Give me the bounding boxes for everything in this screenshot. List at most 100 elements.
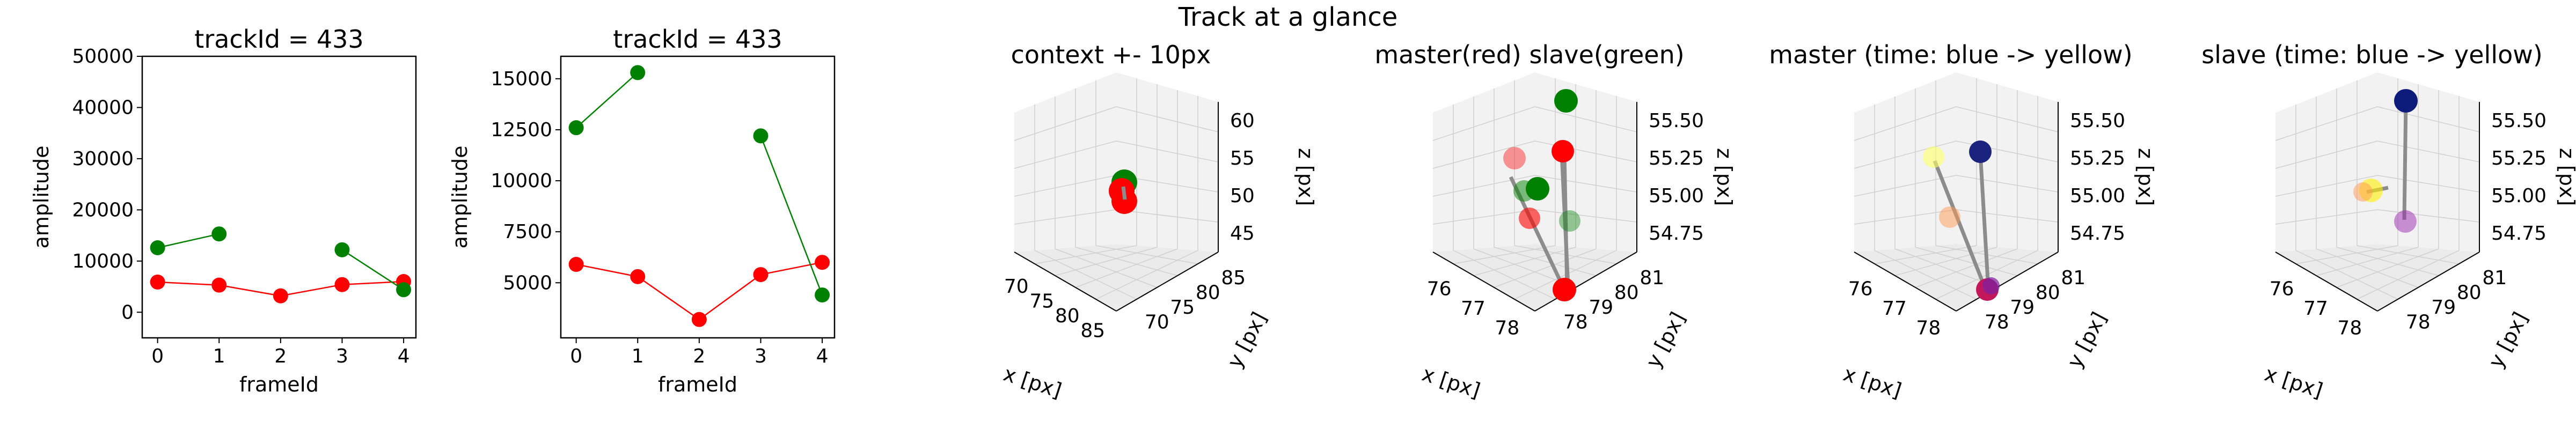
y-tick-label: 78 (1563, 311, 1588, 333)
data-point (211, 226, 227, 242)
grid-line (1014, 175, 1117, 197)
chart-amplitude-full: trackId = 433 0 1 2 3 4 0 10000 20000 30000 40000 5… (30, 25, 417, 396)
grid-line (1075, 248, 1178, 288)
grid-line (2357, 250, 2460, 300)
grid-line (1915, 247, 2018, 276)
grid-line (1534, 140, 1637, 162)
grid-line (1075, 247, 1178, 276)
x-tick-label: 77 (1882, 298, 1907, 320)
data-point (1559, 210, 1580, 232)
y-axis-line (1956, 252, 2059, 312)
chart-amplitude-zoom: trackId = 433 0 1 2 3 4 5000 7500 10000 12500 1500… (448, 25, 836, 396)
series-line (157, 233, 219, 249)
grid-line (1874, 245, 1977, 264)
data-point (150, 240, 165, 255)
x-tick-label: 76 (2270, 278, 2294, 300)
data-point (2394, 89, 2418, 113)
x-tick-label: 76 (1427, 278, 1452, 300)
grid-line (1014, 140, 1117, 169)
x-tick-label: 75 (1029, 290, 1054, 312)
grid-line (1034, 250, 1137, 300)
grid-line (1014, 209, 1117, 225)
grid-line (1095, 245, 1198, 264)
x-tick-label: 78 (1916, 317, 1941, 339)
grid-line (1534, 175, 1637, 193)
z-tick-label: 54.75 (2491, 223, 2546, 245)
y-tick-label: 30000 (72, 148, 134, 170)
grid-line (2377, 175, 2480, 193)
x-tick-label: 1 (213, 345, 225, 367)
connector-line (1121, 186, 1127, 200)
data-point (630, 65, 646, 80)
grid-line (1432, 209, 1535, 225)
x-tick-label: 85 (1080, 320, 1105, 342)
z-tick-label: 45 (1230, 223, 1255, 245)
y-tick-label: 40000 (72, 97, 134, 119)
grid-line (2377, 209, 2480, 223)
grid-line (2316, 247, 2419, 276)
data-point (1554, 89, 1578, 113)
grid-line (1956, 209, 2059, 223)
data-point (396, 282, 412, 298)
connector-line (2402, 101, 2408, 220)
plot-frame (560, 55, 836, 339)
y-tick-label: 80 (2036, 282, 2060, 304)
y-tick-label: 79 (1589, 297, 1613, 319)
z-tick-label: 55.25 (2070, 147, 2125, 169)
grid-line (1055, 248, 1158, 288)
grid-line (2295, 250, 2398, 300)
z-tick-label: 55.00 (1649, 185, 1704, 207)
x-axis-label: x [px] (1419, 362, 1483, 403)
y-tick-label: 81 (1640, 267, 1664, 289)
grid-line (1956, 175, 2059, 193)
connector-line (1933, 160, 1988, 291)
x-axis-label: frameId (658, 373, 737, 396)
y-axis-line (1116, 252, 1219, 312)
pane-back (1854, 72, 2058, 252)
x-tick-label: 78 (2337, 317, 2362, 339)
chart-title: slave (time: blue -> yellow) (2201, 40, 2543, 69)
x-axis-line (1854, 252, 1957, 312)
z-tick-label: 60 (1230, 110, 1255, 132)
x-tick-label: 76 (1848, 278, 1873, 300)
data-point (568, 120, 584, 136)
pane-back (1014, 72, 1218, 252)
y-tick-label: 81 (2482, 267, 2507, 289)
connector-line (1562, 152, 1569, 290)
data-point (1503, 147, 1526, 169)
data-point (691, 312, 707, 327)
grid-line (1894, 248, 1997, 288)
grid-line (1854, 175, 1957, 197)
data-point (1513, 180, 1535, 202)
data-point (2394, 210, 2417, 233)
grid-line (1116, 140, 1219, 162)
z-tick-label: 55.00 (2491, 185, 2546, 207)
z-tick-label: 55.00 (2070, 185, 2125, 207)
grid-line (2377, 140, 2480, 162)
chart-title: master(red) slave(green) (1374, 40, 1684, 69)
data-point (1519, 208, 1540, 229)
grid-line (2357, 245, 2460, 264)
data-point (1923, 146, 1944, 168)
y-axis-label: y [px] (1641, 308, 1690, 372)
grid-line (2275, 106, 2378, 141)
y-tick-label: 7500 (503, 221, 552, 243)
grid-line (1432, 106, 1535, 141)
y-tick-label: 79 (2431, 297, 2456, 319)
z-tick-label: 55.25 (1649, 147, 1704, 169)
grid-line (2316, 248, 2419, 288)
chart-title: trackId = 433 (613, 25, 782, 54)
grid-line (2336, 247, 2439, 276)
chart-title: master (time: blue -> yellow) (1769, 40, 2132, 69)
grid-line (1014, 106, 1117, 141)
grid-line (1473, 247, 1576, 276)
pane-floor (2275, 244, 2479, 311)
grid-line (1116, 106, 1219, 132)
z-axis-label: z [px] (1713, 148, 1736, 206)
x-tick-label: 80 (1055, 305, 1080, 327)
grid-line (1874, 250, 1977, 300)
z-tick-label: 55.25 (2491, 147, 2546, 169)
grid-line (1854, 209, 1957, 225)
